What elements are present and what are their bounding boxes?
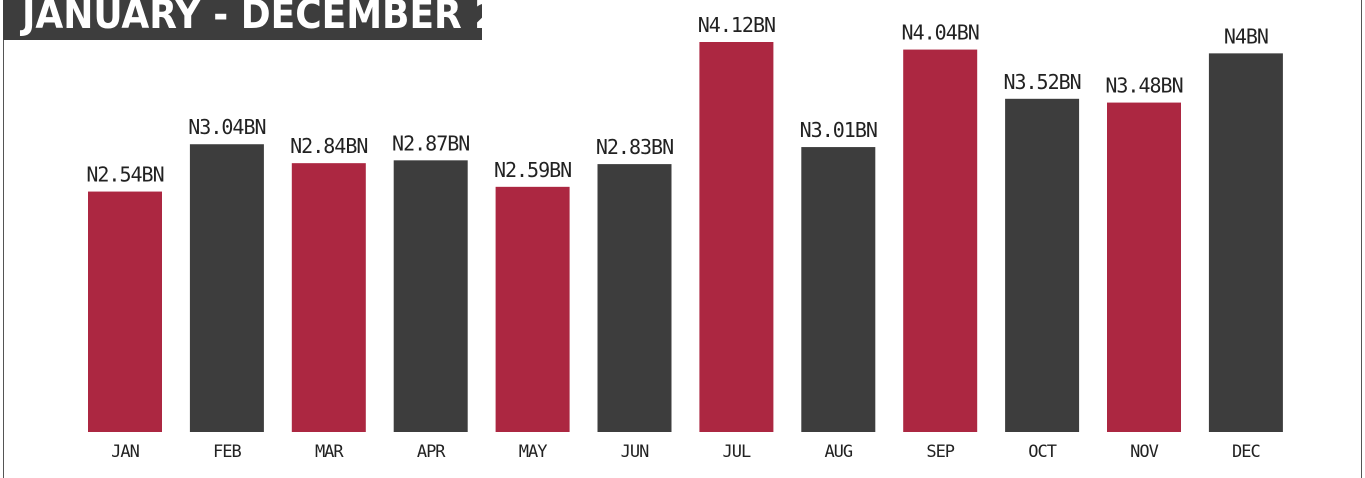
value-label: N2.87BN (392, 131, 469, 155)
x-tick-label: JUN (621, 442, 649, 462)
x-tick-label: JAN (111, 442, 139, 462)
bar (393, 160, 468, 432)
x-tick-label: NOV (1130, 442, 1158, 462)
value-label: N2.83BN (596, 135, 673, 159)
value-label: N3.01BN (800, 118, 877, 142)
x-tick-label: OCT (1028, 442, 1056, 462)
x-tick-label: MAR (315, 442, 344, 462)
bar (291, 163, 366, 433)
chart-title: JANUARY - DECEMBER 2017 (19, 0, 574, 38)
value-label: N3.04BN (188, 115, 265, 139)
bar (1107, 102, 1181, 433)
value-label: N2.84BN (290, 134, 367, 158)
bar (189, 144, 264, 432)
bar (495, 186, 570, 432)
value-label: N4.12BN (698, 13, 775, 37)
value-label: N2.54BN (86, 163, 163, 187)
x-tick-label: AUG (824, 442, 852, 462)
x-tick-label: MAY (519, 442, 547, 462)
x-tick-label: FEB (213, 442, 241, 462)
x-tick-label: JUL (723, 442, 751, 462)
value-label: N4.04BN (902, 21, 979, 45)
x-tick-label: DEC (1232, 442, 1260, 462)
value-label: N4BN (1224, 24, 1268, 48)
bar (1005, 98, 1080, 433)
value-label: N3.52BN (1003, 70, 1080, 94)
value-label: N2.59BN (494, 158, 571, 182)
bar (903, 49, 978, 432)
title-box (3, 0, 482, 40)
x-tick-label: APR (417, 442, 446, 462)
x-tick-label: SEP (926, 442, 954, 462)
value-label: N3.48BN (1105, 74, 1182, 98)
bar (88, 191, 162, 432)
bar (1208, 53, 1283, 432)
bar (801, 147, 876, 432)
bar (597, 164, 672, 433)
bar (699, 42, 774, 432)
